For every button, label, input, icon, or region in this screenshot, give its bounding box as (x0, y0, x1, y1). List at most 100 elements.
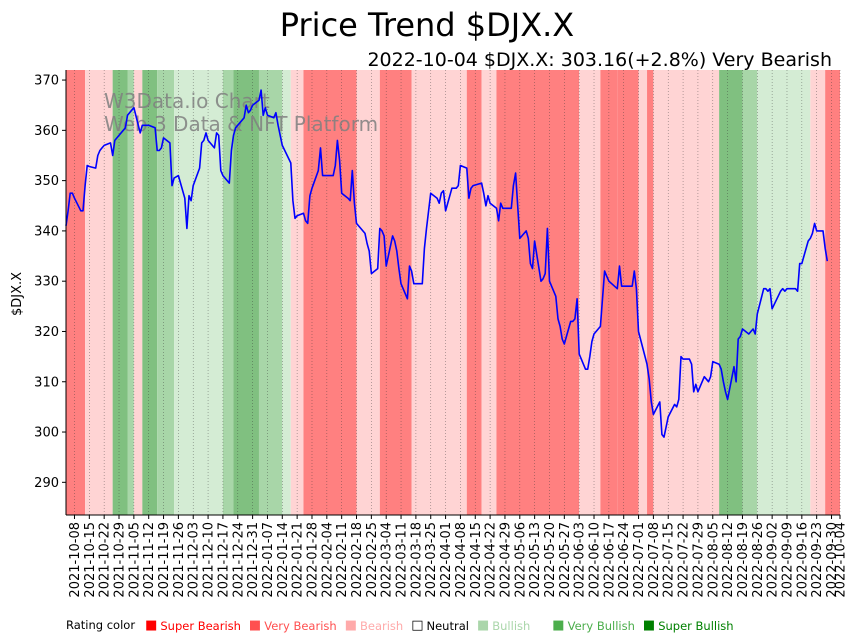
rating-legend: Rating color ■ Super Bearish ■ Very Bearish… (66, 618, 742, 633)
legend-item-label: Super Bullish (658, 618, 734, 633)
rating-band-very-bullish (157, 70, 175, 515)
y-tick-label: 320 (34, 325, 59, 340)
y-tick-label: 370 (34, 74, 59, 89)
x-tick-label: 2022-07-22 (677, 522, 692, 598)
legend-item-label: Very Bullish (567, 618, 635, 633)
y-tick-label: 340 (34, 224, 59, 239)
legend-label: Rating color (66, 618, 136, 632)
x-tick-label: 2022-05-13 (528, 522, 543, 598)
x-tick-label: 2022-08-26 (751, 522, 766, 598)
rating-band-bearish (133, 70, 143, 515)
x-tick-label: 2022-02-25 (365, 522, 380, 598)
x-tick-label: 2022-04-22 (484, 522, 499, 598)
rating-band-very-bearish (66, 70, 86, 515)
x-tick-label: 2022-07-29 (691, 522, 706, 598)
rating-band-very-bullish (258, 70, 283, 515)
rating-band-bearish (356, 70, 380, 515)
legend-item-super-bearish: ■ Super Bearish (145, 618, 241, 633)
x-tick-label: 2022-09-09 (780, 522, 795, 598)
rating-band-bearish (411, 70, 427, 515)
x-tick-label: 2022-03-11 (395, 522, 410, 598)
x-tick-label: 2022-08-05 (706, 522, 721, 598)
legend-swatch-icon: ■ (642, 618, 656, 633)
x-tick-label: 2022-01-21 (291, 522, 306, 598)
rating-band-super-bullish (233, 70, 259, 515)
x-tick-label: 2022-04-29 (498, 522, 513, 598)
rating-band-super-bullish (142, 70, 158, 515)
x-tick-label: 2022-09-16 (795, 522, 810, 598)
rating-band-bearish (710, 70, 720, 515)
y-tick-label: 350 (34, 174, 59, 189)
legend-item-bullish: ■ Bullish (477, 618, 530, 633)
x-tick-label: 2022-03-25 (424, 522, 439, 598)
watermark: W3Data.io Chart Web 3 Data & NFT Platfor… (104, 89, 378, 136)
legend-swatch-icon: ■ (552, 618, 565, 633)
x-tick-label: 2022-10-04 (834, 522, 849, 598)
x-tick-label: 2021-11-26 (172, 522, 187, 598)
x-tick-label: 2021-10-15 (83, 522, 98, 598)
legend-item-label: Very Bearish (264, 618, 337, 633)
x-tick-label: 2022-03-18 (409, 522, 424, 598)
rating-band-bearish (481, 70, 497, 515)
x-tick-label: 2021-12-17 (216, 522, 231, 598)
x-tick-label: 2022-05-20 (543, 522, 558, 598)
x-tick-label: 2022-02-04 (320, 522, 335, 598)
rating-band-very-bearish (647, 70, 654, 515)
rating-band-bullish (757, 70, 811, 515)
x-tick-label: 2022-04-15 (469, 522, 484, 598)
x-tick-label: 2022-08-12 (721, 522, 736, 598)
price-line (65, 89, 829, 438)
x-tick-label: 2022-01-28 (305, 522, 320, 598)
rating-band-bearish (653, 70, 711, 515)
x-tick-label: 2022-07-15 (662, 522, 677, 598)
legend-item-label: Super Bearish (160, 618, 241, 633)
rating-band-super-bullish (112, 70, 128, 515)
x-tick-label: 2022-07-08 (647, 522, 662, 598)
x-tick-label: 2022-09-02 (766, 522, 781, 598)
legend-item-label: Neutral (426, 618, 469, 633)
legend-item-super-bullish: ■ Super Bullish (643, 618, 734, 633)
legend-item-bearish: ■ Bearish (345, 618, 404, 633)
rating-band-bearish (810, 70, 826, 515)
vertical-gridlines (74, 70, 841, 515)
y-tick-label: 360 (34, 124, 59, 139)
legend-swatch-icon: ■ (145, 618, 158, 633)
rating-band-bearish (638, 70, 648, 515)
x-tick-label: 2022-06-17 (602, 522, 617, 598)
x-tick-label: 2021-11-12 (142, 522, 157, 598)
x-tick-label: 2021-10-08 (68, 522, 83, 598)
legend-item-label: Bearish (359, 618, 404, 633)
watermark-line-2: Web 3 Data & NFT Platform (104, 112, 378, 136)
x-tick-label: 2022-07-01 (632, 522, 647, 598)
x-tick-label: 2022-08-19 (736, 522, 751, 598)
x-tick-label: 2022-06-03 (573, 522, 588, 598)
rating-band-super-bullish (719, 70, 743, 515)
rating-band-very-bearish (379, 70, 412, 515)
x-tick-label: 2021-12-10 (202, 522, 217, 598)
legend-item-neutral: □ Neutral (411, 618, 469, 633)
rating-bands (66, 70, 840, 515)
watermark-line-1: W3Data.io Chart (104, 89, 270, 113)
rating-band-very-bullish (222, 70, 234, 515)
y-tick-label: 300 (34, 426, 59, 441)
rating-band-very-bearish (825, 70, 840, 515)
rating-band-very-bearish (466, 70, 482, 515)
legend-items: ■ Super Bearish ■ Very Bearish ■ Bearish □ Neut… (145, 618, 742, 633)
chart-subtitle: 2022-10-04 $DJX.X: 303.16(+2.8%) Very Be… (367, 49, 832, 71)
x-tick-label: 2022-02-11 (335, 522, 350, 598)
x-tick-label: 2021-10-22 (98, 522, 113, 598)
legend-swatch-icon: ■ (344, 618, 357, 633)
rating-band-very-bullish (742, 70, 758, 515)
y-axis-label: $DJX.X (10, 272, 25, 316)
x-tick-label: 2022-05-06 (513, 522, 528, 598)
rating-band-very-bearish (303, 70, 357, 515)
legend-swatch-icon: □ (411, 618, 424, 633)
x-tick-label: 2021-12-31 (246, 522, 261, 598)
rating-band-very-bearish (496, 70, 580, 515)
rating-band-very-bullish (127, 70, 134, 515)
x-tick-label: 2022-06-24 (617, 522, 632, 598)
x-tick-label: 2022-01-07 (261, 522, 276, 598)
rating-band-bearish (579, 70, 601, 515)
x-tick-label: 2022-05-27 (558, 522, 573, 598)
